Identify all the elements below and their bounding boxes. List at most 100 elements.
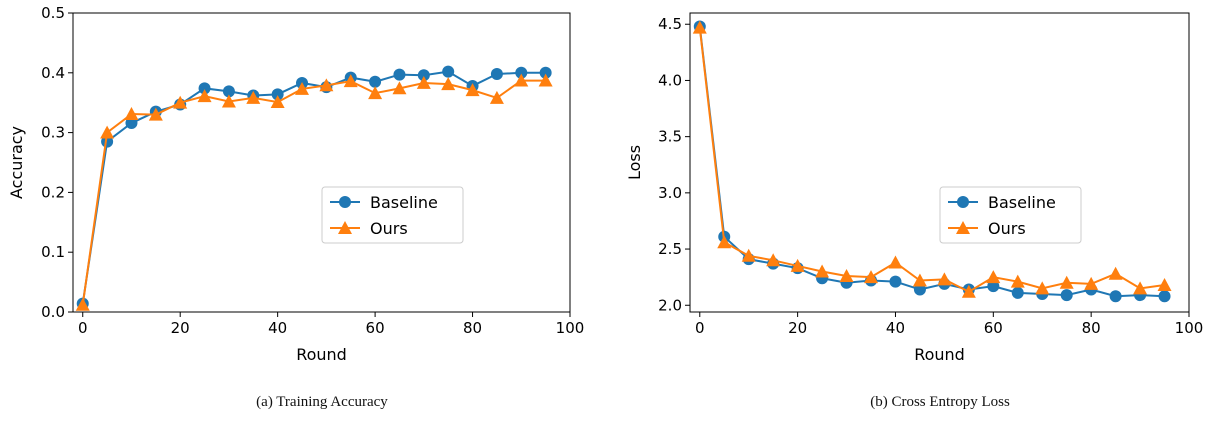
panel-training-accuracy: 0 20 40 60 80 100 0.0 0.1 0.2 0.3 0.4 0.5 Round Accur… (7, 4, 584, 410)
legend-label-ours: Ours (988, 219, 1026, 238)
data-point-ours (441, 77, 456, 91)
legend: Baseline Ours (939, 186, 1082, 244)
data-point-ours (790, 258, 805, 272)
x-tick-label: 80 (1082, 319, 1101, 337)
y-axis-label: Loss (625, 145, 644, 180)
panel-caption: (a) Training Accuracy (256, 394, 388, 410)
data-point-ours (246, 90, 261, 104)
data-point-ours (961, 284, 976, 298)
data-point-ours (221, 94, 236, 108)
x-tick-label: 20 (171, 319, 190, 337)
data-point-baseline (198, 82, 211, 95)
data-point-ours (937, 272, 952, 286)
data-point-ours (295, 81, 310, 95)
data-point-baseline (1060, 289, 1073, 302)
data-point-ours (392, 81, 407, 95)
y-tick-label: 0.4 (41, 64, 65, 82)
data-point-ours (489, 90, 504, 104)
data-point-ours (173, 95, 188, 109)
y-tick-label: 2.5 (658, 240, 682, 258)
data-point-baseline (101, 135, 114, 148)
legend-label-baseline: Baseline (370, 193, 438, 212)
y-tick-label: 4.5 (658, 15, 682, 33)
x-tick-label: 100 (1175, 319, 1204, 337)
plot-frame (689, 12, 1190, 313)
data-point-baseline (271, 88, 284, 101)
data-point-baseline (222, 85, 235, 98)
data-point-ours (100, 125, 115, 139)
y-tick-label: 0.5 (41, 4, 65, 22)
data-point-ours (815, 264, 830, 278)
data-point-ours (514, 73, 529, 87)
data-point-ours (741, 248, 756, 262)
data-point-baseline (987, 280, 1000, 293)
x-tick-label: 40 (268, 319, 287, 337)
legend-marker-ours (338, 221, 352, 234)
data-point-ours (1108, 266, 1123, 280)
data-point-baseline (913, 283, 926, 296)
series-baseline (693, 20, 1171, 303)
x-axis-label: Round (914, 345, 965, 364)
series-line-baseline (81, 70, 546, 304)
y-tick-label: 2.0 (658, 296, 682, 314)
data-point-ours (864, 270, 879, 284)
data-point-baseline (1158, 290, 1171, 303)
series-ours (75, 73, 553, 311)
x-tick-label: 0 (695, 319, 705, 337)
data-point-baseline (490, 67, 503, 80)
data-point-baseline (515, 66, 528, 79)
data-point-ours (1035, 281, 1050, 295)
data-point-ours (839, 269, 854, 282)
legend-label-baseline: Baseline (988, 193, 1056, 212)
y-tick-label: 3.5 (658, 128, 682, 146)
x-tick-label: 60 (984, 319, 1003, 337)
data-point-ours (1010, 274, 1025, 288)
y-tick-label: 0.3 (41, 124, 65, 142)
series-line-baseline (698, 26, 1165, 298)
y-tick-label: 0.2 (41, 183, 65, 201)
data-point-ours (986, 270, 1001, 284)
legend-marker-ours (956, 221, 970, 234)
x-tick-label: 100 (556, 319, 585, 337)
y-tick-label: 4.0 (658, 71, 682, 89)
legend-marker-baseline (957, 196, 969, 208)
y-tick-label: 3.0 (658, 184, 682, 202)
series-baseline (76, 65, 552, 310)
series-ours (692, 20, 1172, 298)
series-line-ours (698, 27, 1165, 293)
data-point-ours (1059, 275, 1074, 289)
data-point-baseline (1011, 286, 1024, 299)
y-tick-label: 0.1 (41, 243, 65, 261)
data-point-ours (1084, 276, 1099, 290)
data-point-ours (888, 255, 903, 269)
data-point-baseline (393, 68, 406, 81)
data-point-ours (197, 89, 212, 103)
x-tick-label: 80 (463, 319, 482, 337)
data-point-ours (1133, 281, 1148, 295)
data-point-ours (912, 273, 927, 287)
data-point-ours (538, 73, 553, 87)
data-point-ours (465, 83, 480, 97)
panel-caption: (b) Cross Entropy Loss (870, 394, 1010, 410)
data-point-ours (1157, 278, 1172, 291)
data-point-baseline (539, 66, 552, 79)
data-point-ours (343, 74, 358, 88)
data-point-baseline (442, 65, 455, 78)
data-point-ours (319, 78, 334, 92)
data-point-baseline (369, 75, 382, 88)
y-axis-label: Accuracy (7, 126, 26, 199)
data-point-baseline (1109, 290, 1122, 303)
data-point-ours (75, 297, 90, 311)
data-point-ours (766, 253, 781, 267)
data-point-ours (270, 95, 285, 109)
x-axis-label: Round (296, 345, 347, 364)
x-tick-label: 0 (78, 319, 88, 337)
panel-cross-entropy-loss: 0 20 40 60 80 100 2.0 2.5 3.0 3.5 4.0 4.5 Round Loss B… (625, 12, 1204, 410)
x-tick-label: 20 (788, 319, 807, 337)
y-tick-label: 0.0 (41, 303, 65, 321)
legend-label-ours: Ours (370, 219, 408, 238)
data-point-ours (416, 75, 431, 89)
data-point-ours (368, 86, 383, 100)
data-point-ours (124, 107, 139, 121)
